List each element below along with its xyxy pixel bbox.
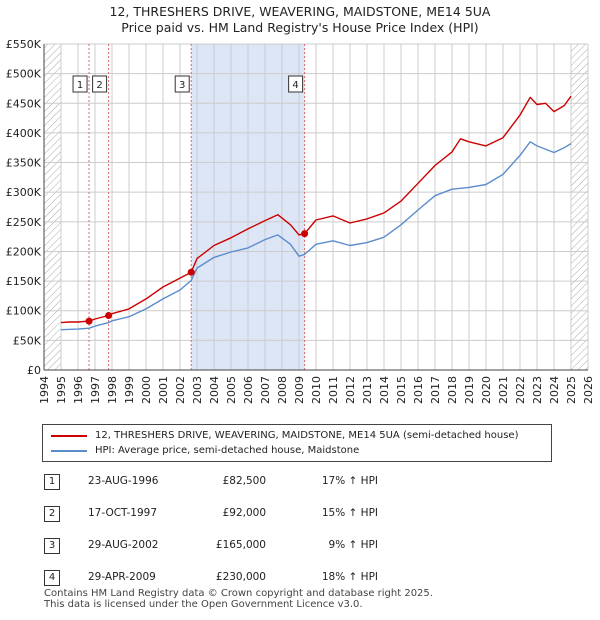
y-tick-label: £0: [27, 364, 41, 377]
row-number-badge: 4: [44, 570, 60, 586]
row-hpi: 9% ↑ HPI: [328, 539, 378, 551]
x-tick-label: 2025: [565, 376, 578, 404]
x-tick-label: 2008: [276, 376, 289, 404]
sale-label-1: 1: [77, 80, 83, 91]
row-date: 17-OCT-1997: [88, 507, 157, 519]
y-tick-label: £250K: [6, 216, 42, 229]
sale-label-3: 3: [179, 80, 185, 91]
x-tick-label: 2021: [497, 376, 510, 404]
chart-title: 12, THRESHERS DRIVE, WEAVERING, MAIDSTON…: [109, 4, 491, 19]
footer-line-licence: This data is licensed under the Open Gov…: [44, 599, 363, 610]
x-tick-label: 2016: [412, 376, 425, 404]
y-tick-label: £50K: [13, 334, 42, 347]
x-tick-label: 2020: [480, 376, 493, 404]
y-tick-label: £450K: [6, 97, 42, 110]
y-tick-label: £550K: [6, 38, 42, 51]
x-tick-label: 2026: [582, 376, 595, 404]
hpi-line: [60, 141, 572, 331]
sale-label-box-1: [72, 75, 88, 93]
row-date: 29-APR-2009: [88, 571, 156, 583]
x-tick-label: 2006: [242, 376, 255, 404]
table-row: 2 17-OCT-1997 £92,000 15% ↑ HPI: [44, 506, 384, 524]
x-tick-label: 1997: [89, 376, 102, 404]
table-row: 1 23-AUG-1996 £82,500 17% ↑ HPI: [44, 474, 384, 492]
row-hpi: 17% ↑ HPI: [321, 475, 378, 487]
x-tick-label: 2001: [157, 376, 170, 404]
chart-legend: 12, THRESHERS DRIVE, WEAVERING, MAIDSTON…: [42, 424, 552, 462]
legend-label-price: 12, THRESHERS DRIVE, WEAVERING, MAIDSTON…: [95, 430, 519, 441]
x-tick-label: 2009: [293, 376, 306, 404]
x-tick-label: 2000: [140, 376, 153, 404]
x-tick-label: 2024: [548, 376, 561, 404]
footer-attribution: Contains HM Land Registry data © Crown c…: [44, 588, 433, 610]
x-tick-label: 2017: [429, 376, 442, 404]
x-tick-label: 2004: [208, 376, 221, 404]
sale-label-box-4: [288, 75, 304, 93]
x-tick-label: 2003: [191, 376, 204, 404]
row-price: £92,000: [222, 507, 266, 519]
x-tick-label: 2022: [514, 376, 527, 404]
x-tick-label: 2019: [463, 376, 476, 404]
sale-point-4: [301, 230, 309, 238]
y-tick-label: £400K: [6, 127, 42, 140]
x-tick-label: 2014: [378, 376, 391, 404]
x-tick-label: 2002: [174, 376, 187, 404]
row-price: £165,000: [215, 539, 266, 551]
sale-label-2: 2: [96, 80, 102, 91]
sale-label-4: 4: [292, 80, 298, 91]
y-tick-label: £350K: [6, 157, 42, 170]
x-tick-label: 2007: [259, 376, 272, 404]
sale-point-2: [105, 311, 113, 319]
x-tick-label: 1998: [106, 376, 119, 404]
x-tick-label: 1995: [55, 376, 68, 404]
x-tick-label: 2023: [531, 376, 544, 404]
y-tick-label: £100K: [6, 305, 42, 318]
sale-point-1: [85, 317, 93, 325]
sale-label-box-3: [174, 75, 190, 93]
row-number-badge: 3: [44, 538, 60, 554]
x-tick-label: 2010: [310, 376, 323, 404]
row-hpi: 15% ↑ HPI: [321, 507, 378, 519]
row-number-badge: 2: [44, 506, 60, 522]
row-price: £82,500: [222, 475, 266, 487]
x-tick-label: 2012: [344, 376, 357, 404]
legend-swatch-price: [51, 435, 87, 437]
y-tick-label: £500K: [6, 68, 42, 81]
legend-label-hpi: HPI: Average price, semi-detached house,…: [95, 445, 360, 456]
row-hpi: 18% ↑ HPI: [321, 571, 378, 583]
chart-subtitle: Price paid vs. HM Land Registry's House …: [121, 20, 479, 35]
sale-point-3: [187, 268, 195, 276]
table-row: 3 29-AUG-2002 £165,000 9% ↑ HPI: [44, 538, 384, 556]
row-number-badge: 1: [44, 474, 60, 490]
footer-line-copyright: Contains HM Land Registry data © Crown c…: [44, 588, 433, 599]
price-chart: 1 2 3 4 £0 £50K £100K £150K £200K £250K £300K £350…: [6, 38, 595, 404]
legend-swatch-hpi: [51, 450, 87, 452]
x-tick-label: 2011: [327, 376, 340, 404]
table-row: 4 29-APR-2009 £230,000 18% ↑ HPI: [44, 570, 384, 588]
x-tick-label: 2018: [446, 376, 459, 404]
y-tick-label: £200K: [6, 245, 42, 258]
x-tick-label: 1994: [38, 376, 51, 404]
row-date: 29-AUG-2002: [88, 539, 159, 551]
x-tick-label: 1999: [123, 376, 136, 404]
x-tick-label: 2005: [225, 376, 238, 404]
y-tick-label: £150K: [6, 275, 42, 288]
sale-label-box-2: [92, 75, 108, 93]
x-tick-label: 2013: [361, 376, 374, 404]
y-tick-label: £300K: [6, 186, 42, 199]
hatched-region-post: [571, 44, 588, 370]
hatched-region-pre: [44, 44, 61, 370]
row-price: £230,000: [215, 571, 266, 583]
x-tick-label: 2015: [395, 376, 408, 404]
row-date: 23-AUG-1996: [88, 475, 159, 487]
x-tick-label: 1996: [72, 376, 85, 404]
